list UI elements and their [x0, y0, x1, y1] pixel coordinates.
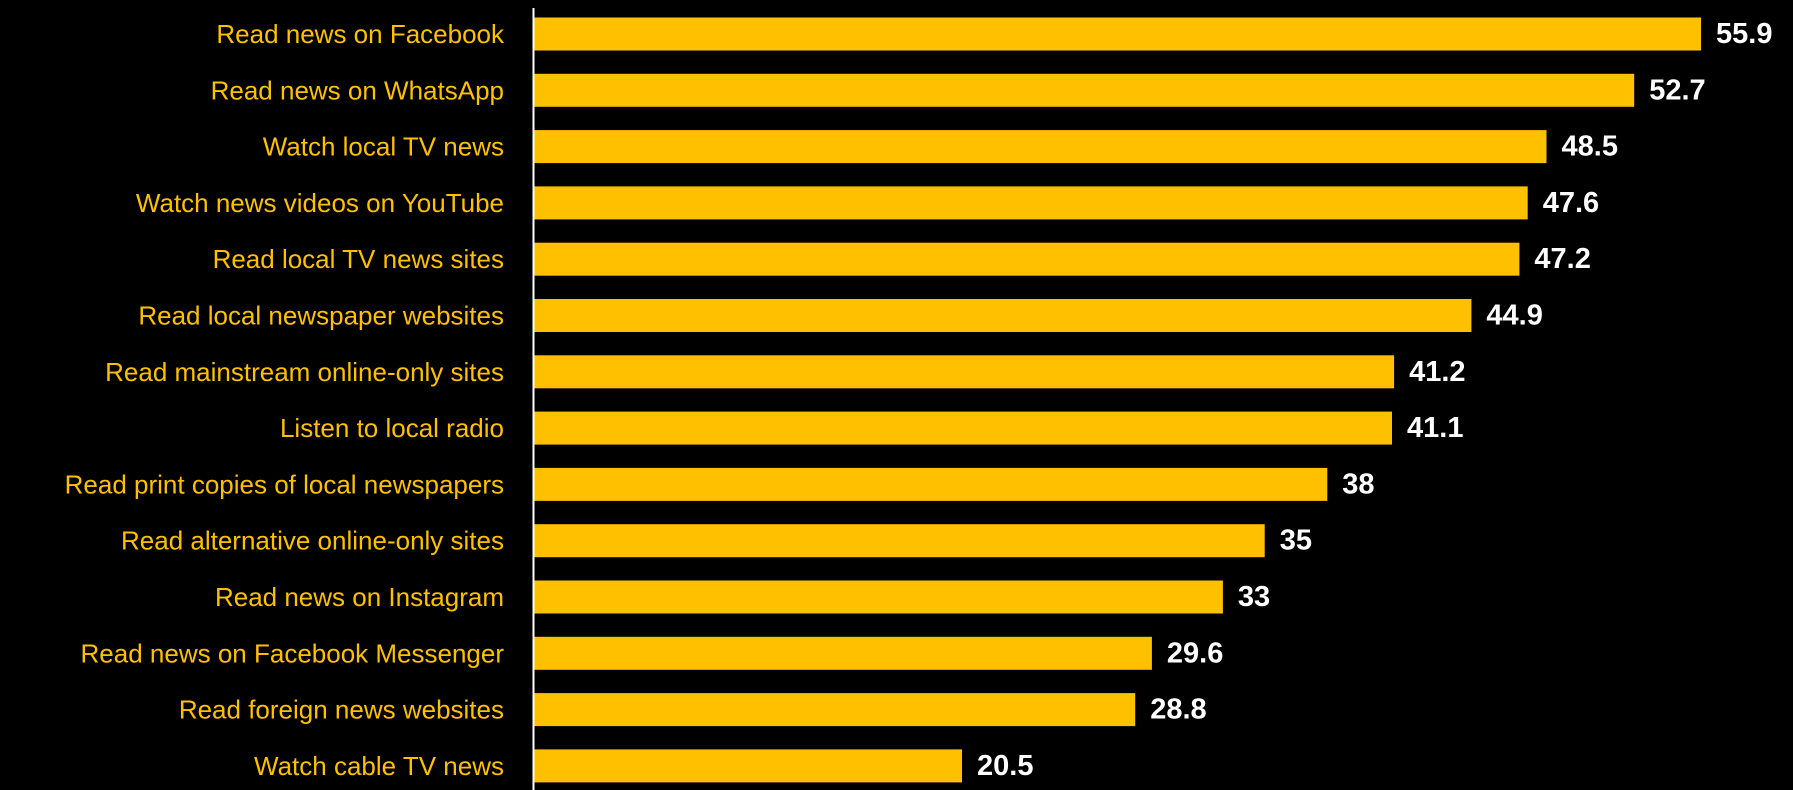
bar — [534, 693, 1136, 727]
category-label: Read local TV news sites — [213, 244, 504, 274]
category-label: Listen to local radio — [280, 413, 504, 443]
bar — [534, 580, 1223, 614]
bar — [534, 467, 1328, 501]
value-label: 20.5 — [977, 750, 1033, 782]
category-label: Read news on WhatsApp — [211, 75, 504, 105]
value-label: 47.2 — [1534, 243, 1590, 275]
bar — [534, 186, 1528, 220]
value-label: 47.6 — [1543, 187, 1599, 219]
category-label: Read news on Facebook — [216, 19, 505, 49]
value-label: 33 — [1238, 581, 1270, 613]
value-label: 29.6 — [1167, 637, 1223, 669]
bar — [534, 411, 1392, 445]
value-label: 44.9 — [1486, 300, 1542, 332]
category-label: Read foreign news websites — [179, 695, 504, 725]
category-label: Watch local TV news — [263, 132, 504, 162]
value-label: 52.7 — [1649, 74, 1705, 106]
value-label: 28.8 — [1150, 694, 1206, 726]
value-labels-group: 55.9 52.7 48.5 47.6 47.2 44.9 41.2 41.1 38 35 33 29… — [977, 18, 1772, 782]
bar — [534, 299, 1472, 332]
category-label: Read news on Instagram — [215, 582, 504, 612]
category-label: Read print copies of local newspapers — [65, 469, 504, 499]
bars-group — [534, 17, 1701, 783]
category-label: Watch cable TV news — [254, 751, 504, 781]
category-label: Read local newspaper websites — [138, 301, 504, 331]
bar — [534, 242, 1520, 276]
value-label: 48.5 — [1562, 131, 1618, 163]
value-label: 41.1 — [1407, 412, 1463, 444]
bar — [534, 749, 962, 783]
category-label: Read mainstream online-only sites — [105, 357, 504, 387]
bar — [534, 73, 1635, 107]
category-labels-group: Read news on Facebook Read news on WhatsA… — [65, 19, 505, 781]
value-label: 55.9 — [1716, 18, 1772, 50]
category-label: Read news on Facebook Messenger — [81, 638, 505, 668]
value-label: 35 — [1280, 525, 1312, 557]
bar — [534, 17, 1701, 51]
bar — [534, 355, 1395, 389]
value-label: 41.2 — [1409, 356, 1465, 388]
bar — [534, 636, 1152, 670]
category-label: Read alternative online-only sites — [121, 526, 504, 556]
value-label: 38 — [1342, 468, 1374, 500]
bar — [534, 130, 1547, 164]
bar — [534, 524, 1265, 558]
category-label: Watch news videos on YouTube — [136, 188, 504, 218]
